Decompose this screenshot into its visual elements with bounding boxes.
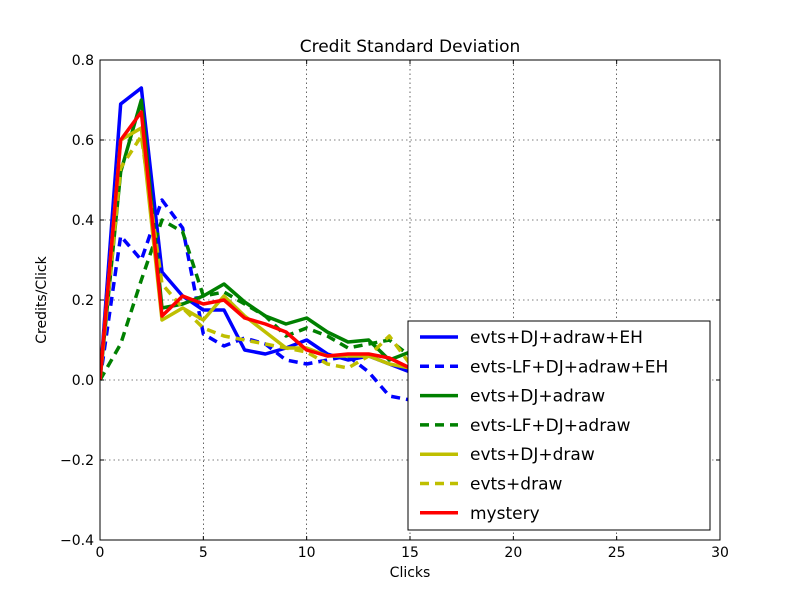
legend-label-6: evts+draw (470, 475, 562, 495)
x-tick-label: 10 (298, 545, 316, 561)
y-tick-label: −0.4 (60, 533, 94, 549)
series-line-1 (100, 86, 411, 381)
y-tick-label: 0.2 (72, 293, 94, 309)
series-lines (100, 86, 412, 402)
legend-label-5: evts+DJ+draw (470, 445, 595, 465)
legend-label-2: evts-LF+DJ+adraw+EH (470, 357, 668, 377)
y-axis-label: Credits/Click (34, 255, 50, 343)
chart-title: Credit Standard Deviation (300, 37, 521, 57)
y-tick-label: −0.2 (60, 453, 94, 469)
legend: evts+DJ+adraw+EH evts-LF+DJ+adraw+EH evts+… (407, 320, 711, 531)
legend-label-3: evts+DJ+adraw (470, 387, 605, 407)
plot-frame (99, 59, 721, 541)
series-line-6 (100, 134, 412, 381)
y-tick-label: 0.6 (72, 133, 94, 149)
x-tick-label: 0 (96, 545, 105, 561)
x-tick-label: 30 (711, 545, 729, 561)
x-tick-labels: 0 5 10 15 20 25 30 (96, 545, 729, 561)
y-tick-label: 0.0 (72, 373, 94, 389)
y-tick-labels: −0.4 −0.2 0.0 0.2 0.4 0.6 0.8 (60, 53, 94, 549)
legend-label-7: mystery (470, 504, 540, 524)
x-tick-label: 25 (608, 545, 626, 561)
series-line-7 (100, 110, 411, 381)
legend-frame (407, 320, 711, 531)
x-tick-label: 15 (401, 545, 419, 561)
legend-label-4: evts-LF+DJ+adraw (470, 416, 631, 436)
x-tick-label: 5 (199, 545, 208, 561)
grid-lines (100, 60, 720, 540)
y-tick-label: 0.8 (72, 53, 94, 69)
series-line-4 (100, 218, 412, 381)
x-tick-label: 20 (504, 545, 522, 561)
x-axis-label: Clicks (390, 565, 431, 581)
legend-label-1: evts+DJ+adraw+EH (470, 328, 643, 348)
y-tick-label: 0.4 (72, 213, 94, 229)
